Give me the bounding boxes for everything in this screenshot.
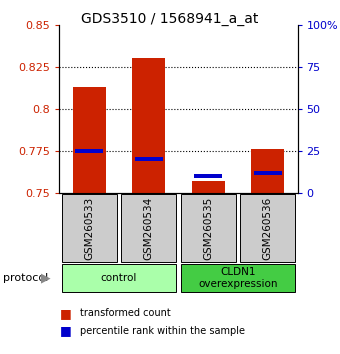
Bar — [192, 181, 225, 193]
Text: CLDN1
overexpression: CLDN1 overexpression — [198, 267, 278, 289]
Bar — [75, 149, 103, 153]
Bar — [73, 87, 106, 193]
Bar — [240, 194, 295, 262]
Bar — [62, 194, 117, 262]
Text: GSM260534: GSM260534 — [144, 197, 154, 260]
Text: ▶: ▶ — [41, 272, 51, 284]
Bar — [132, 58, 165, 193]
Text: ■: ■ — [59, 325, 71, 337]
Bar — [181, 194, 236, 262]
Bar — [254, 171, 282, 175]
Text: GSM260535: GSM260535 — [203, 197, 213, 260]
Text: GSM260533: GSM260533 — [84, 197, 94, 260]
Text: percentile rank within the sample: percentile rank within the sample — [80, 326, 245, 336]
Text: control: control — [101, 273, 137, 283]
Text: GSM260536: GSM260536 — [263, 197, 273, 260]
Text: transformed count: transformed count — [80, 308, 171, 318]
Bar — [135, 157, 163, 161]
Text: ■: ■ — [59, 307, 71, 320]
Text: protocol: protocol — [3, 273, 49, 283]
Bar — [62, 264, 176, 292]
Bar — [181, 264, 295, 292]
Bar — [121, 194, 176, 262]
Bar — [251, 149, 284, 193]
Text: GDS3510 / 1568941_a_at: GDS3510 / 1568941_a_at — [81, 12, 259, 27]
Bar — [194, 174, 222, 178]
